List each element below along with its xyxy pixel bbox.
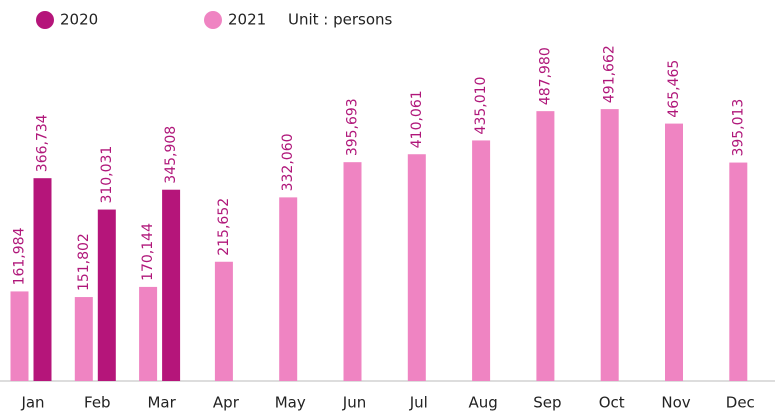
bar [10,291,29,381]
bar [162,189,181,381]
value-label: 487,980 [537,47,553,105]
value-label: 215,652 [216,198,232,256]
bar [74,297,93,381]
value-label: 395,013 [730,99,746,157]
x-tick-label: Sep [533,394,561,412]
value-label: 491,662 [602,45,618,103]
bar [139,286,158,381]
value-label: 151,802 [76,233,92,291]
value-label: 310,031 [99,146,115,204]
bar [97,209,116,381]
x-tick-label: Jun [342,394,366,412]
x-tick-label: Jan [20,394,44,412]
legend-label: 2021 [228,11,266,29]
x-tick-label: Apr [213,394,240,412]
x-tick-label: Nov [661,394,690,412]
bar [472,140,491,381]
bar [665,123,683,382]
x-tick-label: Feb [84,394,111,412]
bar [729,162,748,381]
value-label: 366,734 [35,114,51,172]
value-label: 170,144 [140,223,156,281]
bar [214,261,233,381]
bar [407,154,426,381]
x-tick-label: Oct [599,394,625,412]
value-label: 332,060 [280,133,296,191]
value-label: 345,908 [163,126,179,184]
legend-swatch [204,11,222,29]
legend-swatch [36,11,54,29]
x-tick-label: Mar [147,394,176,412]
x-tick-label: May [275,394,306,412]
value-label: 161,984 [12,227,28,285]
unit-note: Unit : persons [288,11,393,29]
x-tick-label: Aug [468,394,497,412]
bar [279,197,298,381]
bar [343,162,362,381]
value-label: 395,693 [345,98,361,156]
x-tick-label: Dec [726,394,755,412]
legend-label: 2020 [60,11,98,29]
bar [536,111,555,381]
value-label: 410,061 [409,90,425,148]
value-label: 465,465 [666,60,682,118]
value-label: 435,010 [473,77,489,135]
bar [600,109,619,382]
bar [33,178,52,381]
x-tick-label: Jul [409,394,428,412]
